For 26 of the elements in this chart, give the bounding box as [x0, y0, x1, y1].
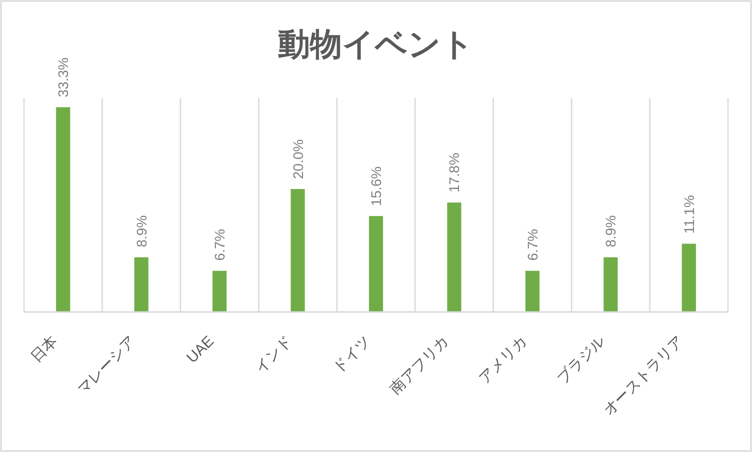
data-label: 8.9% — [133, 215, 150, 248]
data-label: 20.0% — [290, 139, 306, 180]
bar — [134, 257, 148, 312]
data-label: 17.8% — [446, 152, 462, 193]
x-tick-label: アメリカ — [476, 332, 530, 388]
x-tick-label: インド — [252, 332, 296, 377]
x-tick-label: マレーシア — [74, 332, 140, 398]
x-tick-label: 南アフリカ — [386, 332, 452, 398]
data-label: 6.7% — [524, 228, 540, 261]
bar — [604, 257, 618, 312]
bar — [447, 202, 462, 312]
x-tick-label: ドイツ — [330, 332, 374, 377]
data-label: 11.1% — [680, 195, 697, 234]
bar — [525, 270, 540, 312]
bar — [290, 189, 305, 312]
data-label: 33.3% — [55, 58, 72, 98]
data-label: 8.9% — [602, 215, 619, 248]
data-label: 6.7% — [212, 228, 228, 261]
bar — [212, 270, 227, 312]
x-tick-label: ブラジル — [554, 332, 608, 388]
data-label: 15.6% — [368, 166, 384, 206]
bar — [682, 244, 696, 312]
x-tick-label: 日本 — [28, 332, 61, 366]
bar — [56, 107, 70, 312]
bar — [368, 216, 384, 312]
chart-title: 動物イベント — [278, 26, 474, 62]
